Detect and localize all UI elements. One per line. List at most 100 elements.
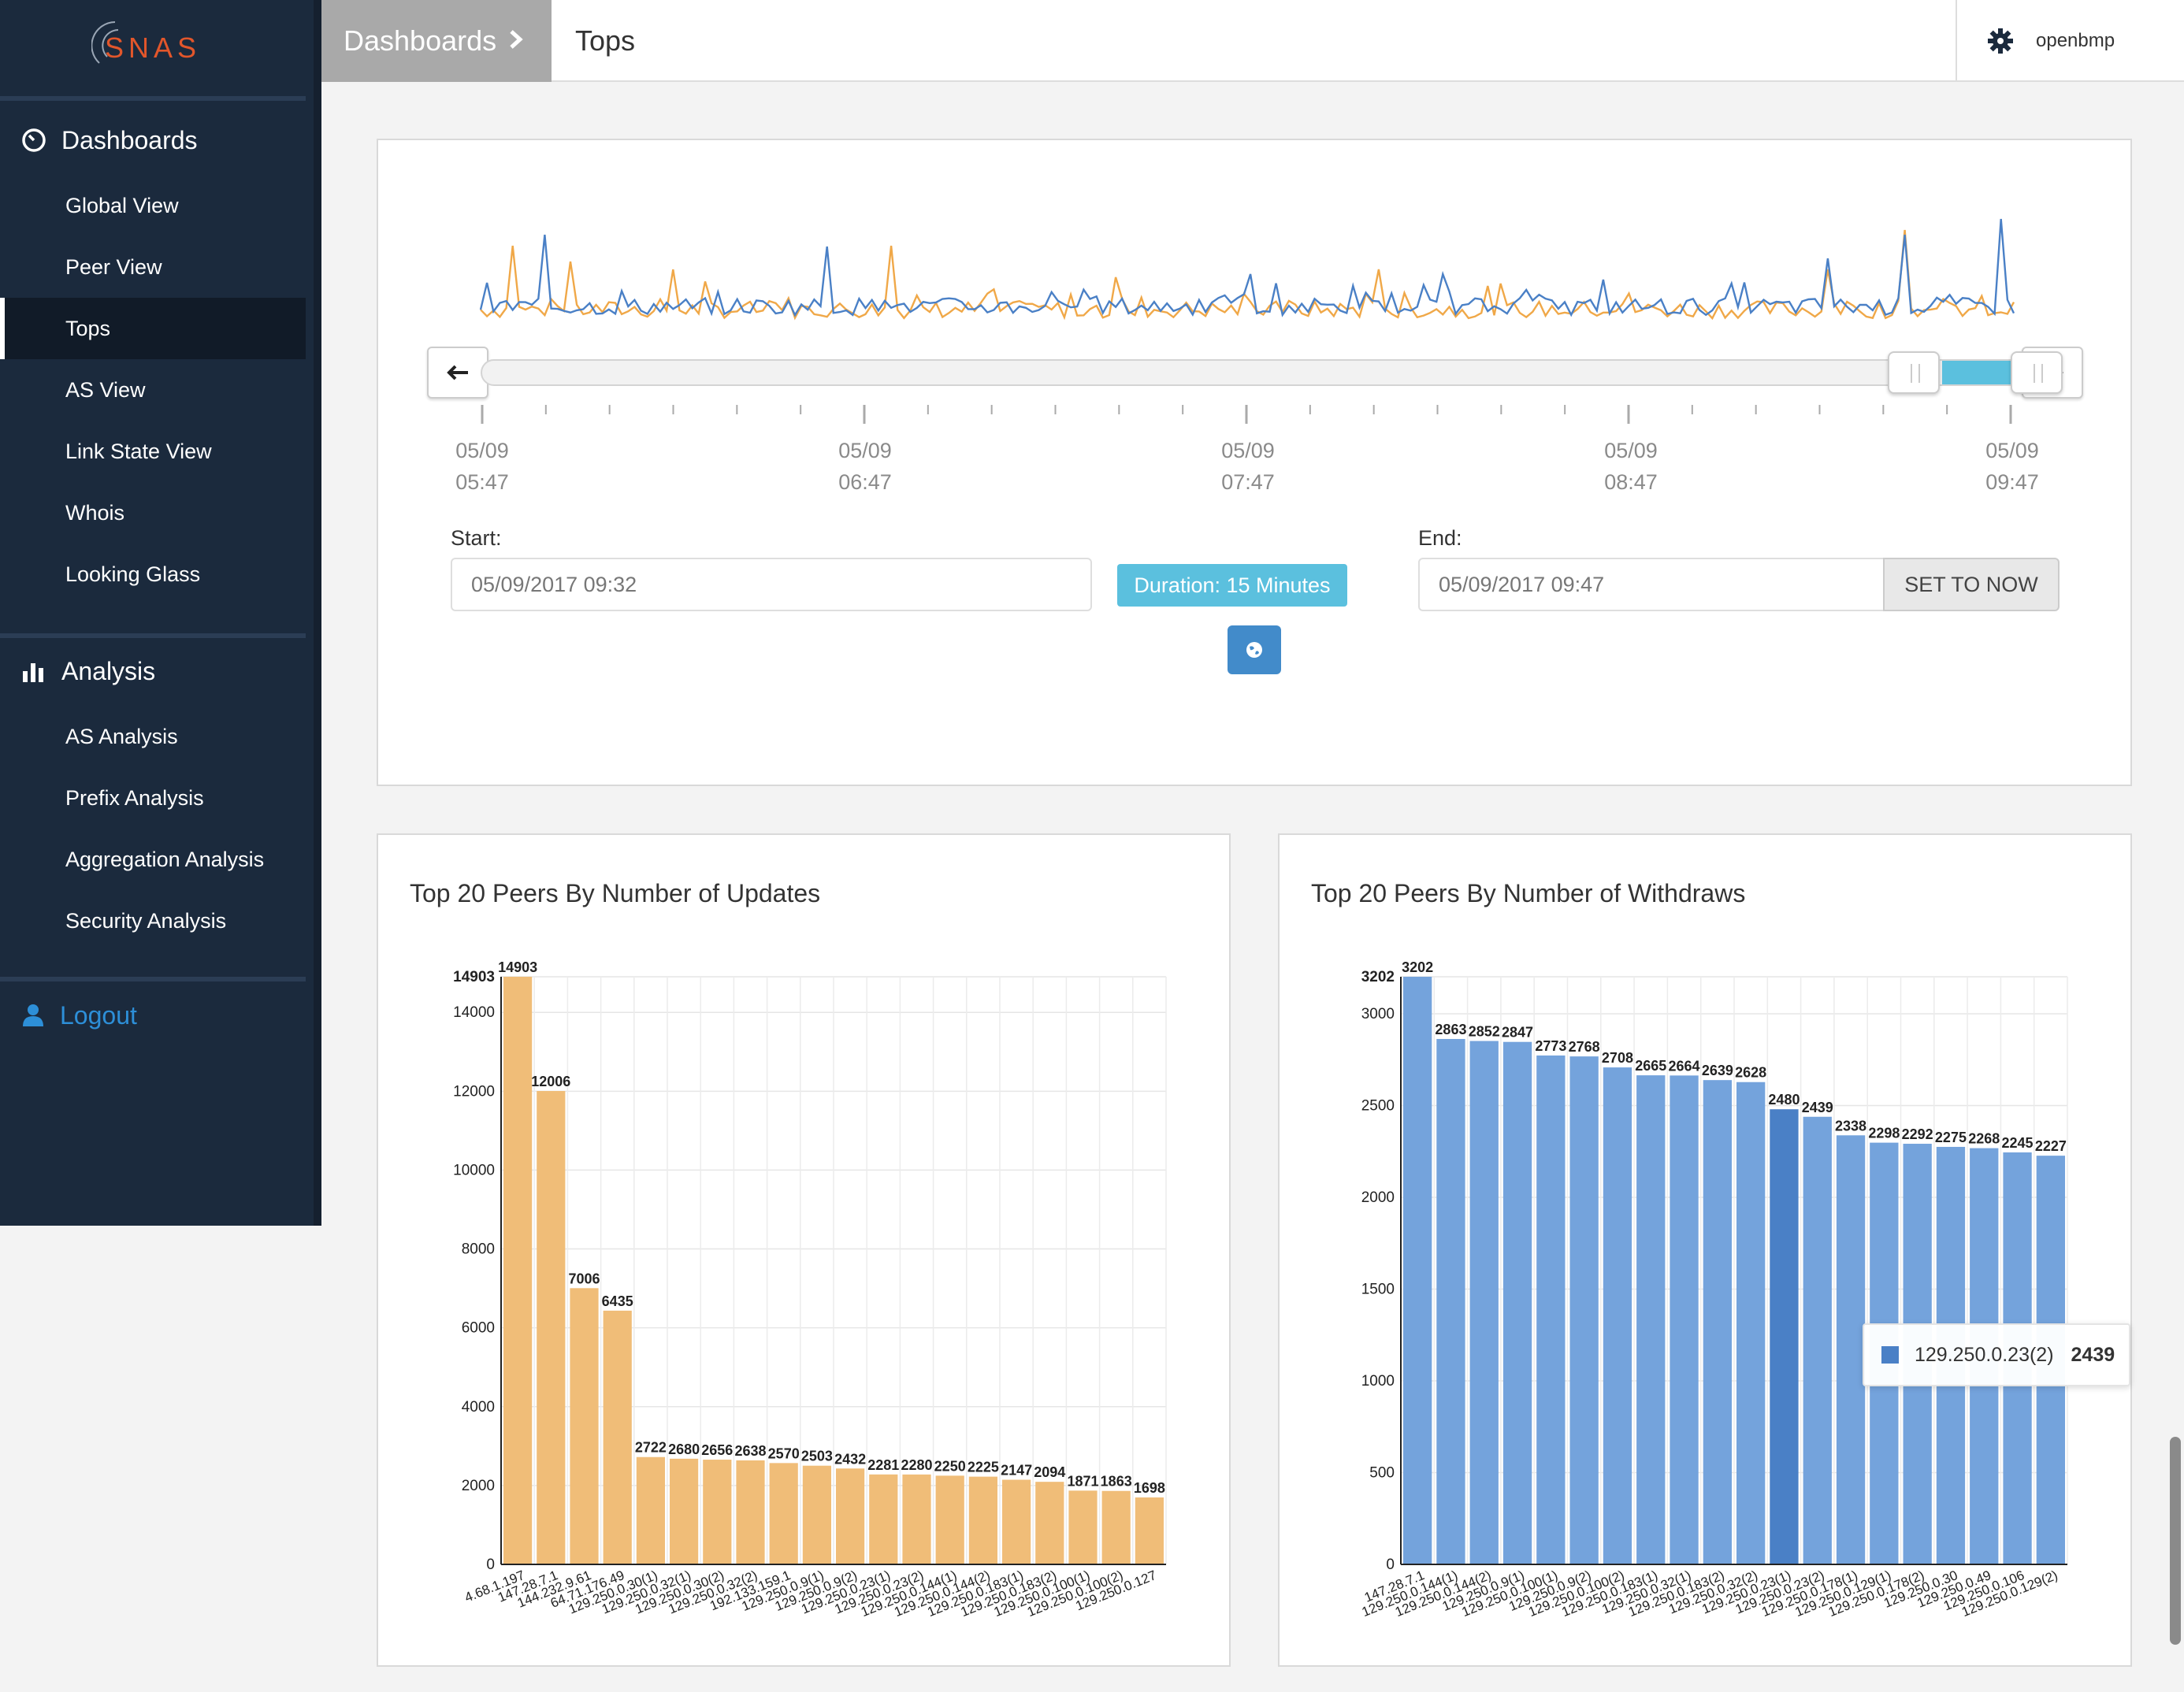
sidebar-divider (0, 633, 306, 638)
updates-chart-title: Top 20 Peers By Number of Updates (410, 879, 821, 907)
logout-link[interactable]: Logout (0, 988, 306, 1043)
dashboards-header[interactable]: Dashboards (0, 106, 306, 175)
set-to-now-button[interactable]: SET TO NOW (1883, 558, 2060, 611)
withdraws-chart-title: Top 20 Peers By Number of Withdraws (1311, 879, 1746, 907)
sidebar-item-tops[interactable]: Tops (0, 298, 306, 359)
slider-end-handle[interactable] (2011, 351, 2063, 394)
slider-start-handle[interactable] (1888, 351, 1940, 394)
chevron-right-icon (509, 27, 523, 56)
slider-selection (1942, 361, 2015, 384)
bar-value-label: 3202 (1402, 959, 1433, 975)
time-tick-label: 05/09 08:47 (1604, 439, 1658, 494)
tooltip-swatch (1881, 1346, 1899, 1364)
bar-value-label: 2275 (1935, 1130, 1967, 1145)
bar (1002, 1479, 1031, 1564)
bar-value-label: 2722 (635, 1440, 667, 1456)
withdraws-bar-chart: 05001000150020002500300032023202147.28.7… (1360, 959, 2068, 1620)
y-tick-label: 0 (1386, 1557, 1395, 1573)
page-scrollbar[interactable] (2170, 1437, 2181, 1645)
time-tick-label: 05/09 06:47 (838, 439, 892, 494)
bar-value-label: 2639 (1702, 1063, 1733, 1078)
gear-icon[interactable] (1987, 28, 2014, 54)
bar-value-label: 14903 (498, 959, 537, 975)
bar-value-label: 2094 (1034, 1464, 1065, 1480)
y-tick-label: 3000 (1361, 1006, 1395, 1022)
y-tick-label: 6000 (462, 1320, 495, 1337)
end-time-input[interactable]: 05/09/2017 09:47 (1418, 558, 1888, 611)
sidebar-item-prefix-analysis[interactable]: Prefix Analysis (65, 785, 204, 810)
bar-value-label: 12006 (531, 1074, 570, 1089)
sidebar-item-peer-view[interactable]: Peer View (65, 254, 162, 279)
logo-text: SNAS (104, 32, 202, 64)
username: openbmp (2036, 30, 2115, 51)
bar-chart-icon (20, 658, 47, 685)
sidebar-item-as-analysis[interactable]: AS Analysis (65, 724, 178, 748)
bar (1101, 1490, 1131, 1564)
bar-value-label: 1863 (1101, 1474, 1132, 1490)
sidebar-item-looking-glass[interactable]: Looking Glass (65, 562, 201, 586)
bar-value-label: 2638 (734, 1443, 766, 1459)
bar-value-label: 2292 (1902, 1126, 1933, 1142)
bar (537, 1091, 566, 1564)
duration-badge: Duration: 15 Minutes (1117, 564, 1347, 607)
bar-value-label: 2847 (1502, 1025, 1533, 1041)
analysis-section: Analysis AS Analysis Prefix Analysis Agg… (0, 636, 306, 952)
bar (1736, 1082, 1766, 1564)
timeline-panel: 05/09 05:47 05/09 06:47 05/09 07:47 05/09 08… (377, 139, 2132, 786)
y-tick-label: 2500 (1361, 1098, 1395, 1115)
start-label: Start: (451, 526, 502, 550)
sidebar-item-global-view[interactable]: Global View (65, 193, 179, 217)
bar (1636, 1075, 1666, 1564)
bar (935, 1475, 964, 1564)
analysis-header[interactable]: Analysis (0, 636, 306, 706)
top-peers-updates-panel: Top 20 Peers By Number of Updates 0 2000 4… (377, 833, 1231, 1667)
top-peers-withdraws-panel: Top 20 Peers By Number of Withdraws 0 500… (1278, 833, 2132, 1667)
timeline-series-line (480, 229, 2015, 321)
sidebar-divider (0, 977, 306, 981)
apply-button[interactable] (1228, 625, 1281, 674)
sidebar-item-security-analysis[interactable]: Security Analysis (65, 908, 227, 933)
bar-value-label: 2338 (1835, 1118, 1866, 1134)
bar (1436, 1038, 1465, 1564)
bar-value-label: 2570 (768, 1445, 800, 1461)
sidebar-item-aggregation-analysis[interactable]: Aggregation Analysis (65, 847, 265, 871)
bar-value-label: 2773 (1535, 1038, 1566, 1054)
dashboard-icon (20, 127, 47, 154)
logout-label: Logout (60, 1000, 137, 1030)
bar (670, 1458, 699, 1564)
user-menu[interactable]: openbmp (1956, 0, 2184, 82)
bar-value-label: 2281 (867, 1457, 899, 1473)
breadcrumb-dashboards[interactable]: Dashboards (321, 0, 552, 82)
top-bar: Dashboards Tops openbmp (321, 0, 2184, 82)
arrow-left-icon (447, 365, 468, 380)
bar-value-label: 2227 (2035, 1138, 2067, 1154)
time-range-slider[interactable] (481, 359, 2041, 386)
bar (1135, 1497, 1164, 1564)
chart-tooltip: 129.250.0.23(2) 2439 (1863, 1323, 2130, 1386)
start-time-input[interactable]: 05/09/2017 09:32 (451, 558, 1092, 611)
update-timeline-chart (479, 218, 2015, 321)
time-tick-label: 05/09 05:47 (455, 439, 509, 494)
y-tick-label: 14000 (453, 1004, 495, 1021)
sidebar-item-whois[interactable]: Whois (65, 500, 125, 525)
globe-icon (1246, 642, 1262, 658)
bar-value-label: 2680 (668, 1442, 700, 1457)
bar-value-label: 6435 (602, 1293, 633, 1309)
bar (1603, 1067, 1632, 1564)
snas-logo[interactable]: SNAS (0, 0, 306, 101)
scroll-left-button[interactable] (427, 347, 488, 399)
y-tick-label: 12000 (453, 1083, 495, 1100)
page-title: Tops (575, 24, 636, 57)
bar (1770, 1109, 1799, 1564)
y-tick-label: 4000 (462, 1399, 495, 1416)
bar-value-label: 2439 (1802, 1100, 1833, 1115)
sidebar-item-link-state-view[interactable]: Link State View (65, 439, 212, 463)
bar (769, 1463, 798, 1564)
bar-value-label: 1698 (1134, 1480, 1165, 1496)
bar-value-label: 2863 (1435, 1022, 1466, 1037)
sidebar-item-as-view[interactable]: AS View (65, 377, 146, 402)
bar (1670, 1075, 1699, 1564)
bar (1836, 1135, 1866, 1564)
bar-value-label: 2245 (2002, 1135, 2034, 1151)
bar-value-label: 2480 (1768, 1092, 1800, 1108)
